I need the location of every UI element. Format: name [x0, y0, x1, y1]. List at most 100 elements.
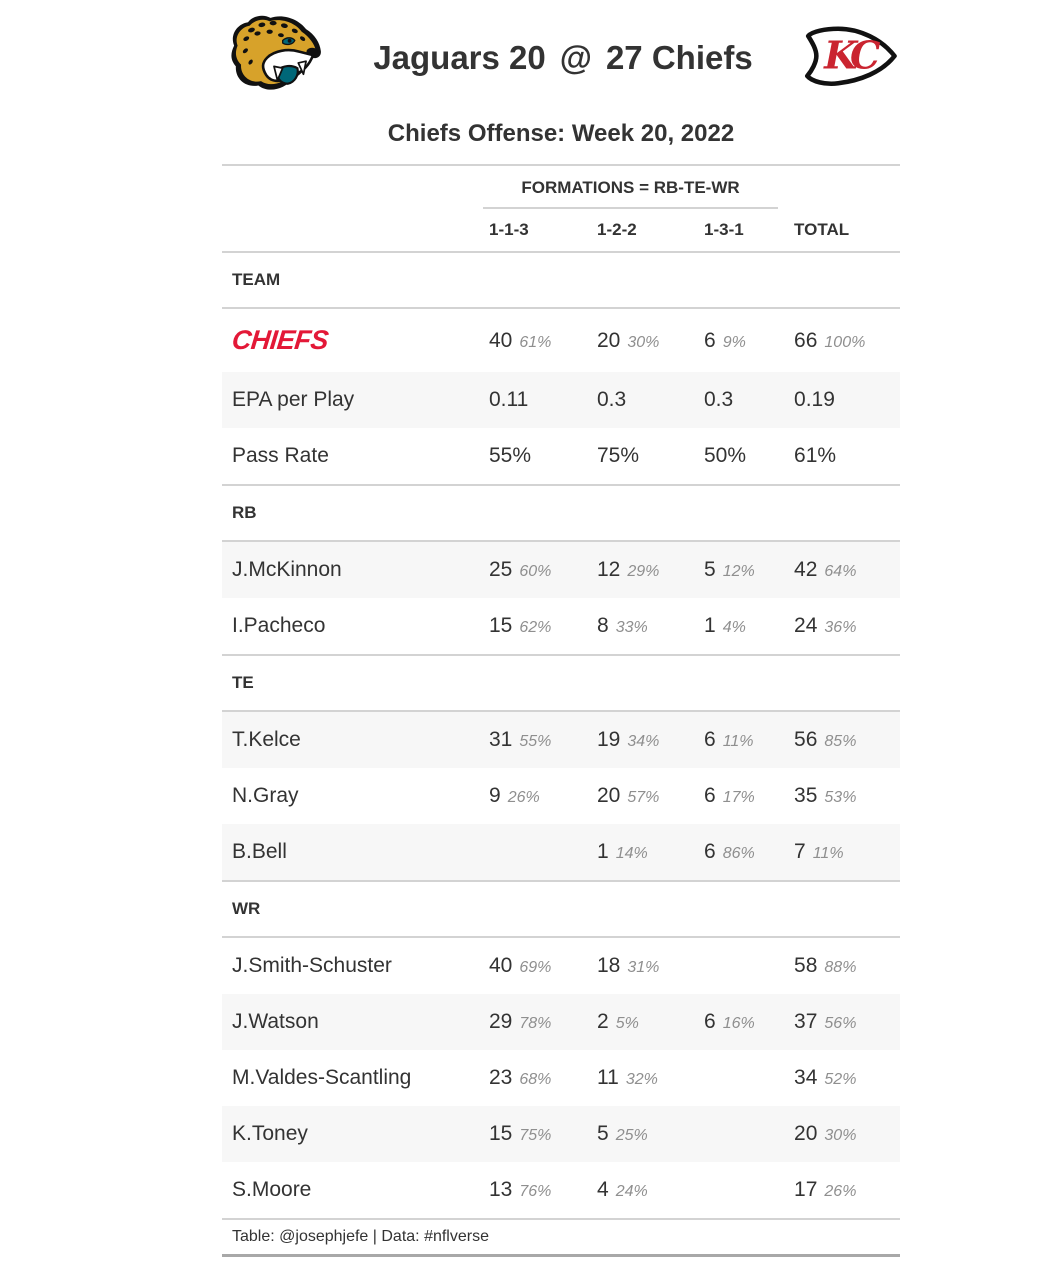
- cell-pct: 30%: [627, 333, 660, 351]
- cell-pct: 12%: [722, 563, 755, 580]
- away-team-score: Jaguars 20: [373, 39, 546, 76]
- cell-value: 0.11: [489, 388, 529, 411]
- cell-pct: 4%: [722, 619, 746, 636]
- row-t-kelce: T.Kelce 31 55% 19 34% 6 11% 56 85%: [222, 711, 901, 768]
- cell-value: 19: [597, 728, 621, 751]
- cell-value: 25: [489, 558, 513, 581]
- cell-pct: 31%: [627, 959, 660, 976]
- cell-pct: 100%: [824, 333, 866, 351]
- cell-pct: 56%: [824, 1015, 857, 1032]
- cell-value: 23: [489, 1066, 513, 1089]
- cell-value: 35: [794, 784, 818, 807]
- cell-pct: 57%: [627, 789, 660, 806]
- cell-value: 15: [489, 1122, 513, 1145]
- cell-value: 13: [489, 1178, 513, 1201]
- cell-value: 1: [704, 614, 716, 637]
- cell-pct: 11%: [812, 845, 844, 862]
- cell-pct: 33%: [615, 619, 648, 636]
- cell-value: 0.19: [794, 388, 835, 411]
- cell-pct: 85%: [824, 733, 857, 750]
- section-header-wr: WR: [222, 880, 901, 938]
- cell-pct: 34%: [627, 733, 660, 750]
- cell-pct: 78%: [519, 1015, 552, 1032]
- row-k-toney: K.Toney 15 75% 5 25% 20 30%: [222, 1106, 901, 1162]
- cell-value: 55%: [489, 444, 532, 467]
- cell-value: 20: [597, 328, 621, 352]
- page-title: Chiefs Offense: Week 20, 2022: [387, 120, 735, 147]
- cell-value: 4: [597, 1178, 609, 1201]
- row-s-moore: S.Moore 13 76% 4 24% 17 26%: [232, 1178, 857, 1201]
- home-team-score: 27 Chiefs: [605, 39, 753, 76]
- column-labels-row: 1-1-3 1-2-2 1-3-1 TOTAL: [222, 209, 901, 253]
- cell-pct: 16%: [722, 1015, 755, 1032]
- cell-pct: 68%: [519, 1071, 552, 1088]
- cell-pct: 17%: [722, 789, 755, 806]
- matchup-header: Jaguars 20 @ 27 Chiefs KC: [222, 13, 900, 103]
- spanner-row: FORMATIONS = RB-TE-WR: [222, 165, 900, 209]
- cell-pct: 53%: [824, 789, 857, 806]
- cell-value: 29: [489, 1010, 513, 1033]
- cell-value: 9: [489, 784, 501, 807]
- cell-value: 20: [597, 784, 621, 807]
- cell-value: 18: [597, 954, 621, 977]
- cell-pct: 88%: [824, 959, 857, 976]
- row-b-bell: B.Bell 1 14% 6 86% 7 11%: [222, 824, 901, 881]
- cell-value: 20: [794, 1122, 818, 1145]
- cell-value: 50%: [704, 444, 747, 467]
- row-chiefs: CHIEFS 40 61% 20 30% 6 9% 66 100%: [222, 308, 900, 372]
- cell-pct: 75%: [519, 1127, 552, 1144]
- cell-value: 31: [489, 728, 513, 751]
- row-n-gray: N.Gray 9 26% 20 57% 6 17% 35 53%: [232, 784, 857, 807]
- cell-value: 6: [704, 328, 716, 352]
- col-header-122: 1-2-2: [587, 209, 694, 253]
- cell-value: 42: [794, 558, 818, 581]
- cell-value: 34: [794, 1066, 818, 1089]
- source-note: Table: @josephjefe | Data: #nflverse: [222, 1218, 901, 1257]
- cell-value: 6: [704, 784, 716, 807]
- row-epa-per-play: EPA per Play 0.11 0.3 0.3 0.19: [222, 372, 901, 428]
- spanner-label: FORMATIONS = RB-TE-WR: [483, 166, 779, 209]
- chiefs-logo-icon: KC: [800, 18, 900, 99]
- cell-pct: 64%: [824, 563, 857, 580]
- cell-value: 5: [597, 1122, 609, 1145]
- cell-pct: 14%: [615, 845, 648, 862]
- matchup-title: Jaguars 20 @ 27 Chiefs: [373, 39, 752, 77]
- cell-value: 2: [597, 1010, 609, 1033]
- cell-pct: 32%: [625, 1071, 658, 1088]
- row-j-watson: J.Watson 29 78% 2 5% 6 16% 37 56%: [222, 994, 901, 1050]
- cell-value: 5: [704, 558, 716, 581]
- cell-value: 75%: [597, 444, 640, 467]
- cell-pct: 76%: [519, 1183, 552, 1200]
- cell-value: 12: [597, 558, 621, 581]
- cell-pct: 86%: [722, 845, 755, 862]
- cell-value: 6: [704, 840, 716, 863]
- section-header-te: TE: [222, 654, 901, 712]
- cell-value: 15: [489, 614, 513, 637]
- section-header-rb: RB: [222, 484, 901, 542]
- cell-pct: 25%: [615, 1127, 648, 1144]
- cell-value: 37: [794, 1010, 818, 1033]
- col-header-113: 1-1-3: [479, 209, 587, 253]
- row-i-pacheco: I.Pacheco 15 62% 8 33% 1 4% 24 36%: [232, 614, 857, 637]
- chiefs-wordmark: CHIEFS: [230, 325, 330, 355]
- cell-value: 58: [794, 954, 818, 977]
- cell-value: 40: [489, 328, 513, 352]
- cell-pct: 61%: [519, 333, 552, 351]
- source-note-row: Table: @josephjefe | Data: #nflverse: [222, 1218, 901, 1257]
- svg-text:KC: KC: [823, 33, 881, 78]
- cell-value: 7: [794, 840, 806, 863]
- cell-pct: 26%: [507, 789, 540, 806]
- cell-pct: 9%: [722, 333, 746, 351]
- cell-value: 66: [794, 328, 818, 352]
- cell-pct: 30%: [824, 1127, 857, 1144]
- cell-pct: 62%: [519, 619, 552, 636]
- cell-value: 17: [794, 1178, 818, 1201]
- cell-value: 56: [794, 728, 818, 751]
- cell-pct: 36%: [824, 619, 857, 636]
- page: Jaguars 20 @ 27 Chiefs KC Chiefs Offense…: [222, 0, 901, 1257]
- cell-value: 6: [704, 728, 716, 751]
- row-pass-rate: Pass Rate 55% 75% 50% 61%: [232, 444, 837, 467]
- cell-value: 0.3: [704, 388, 734, 411]
- cell-pct: 11%: [722, 733, 754, 750]
- cell-pct: 5%: [615, 1015, 639, 1032]
